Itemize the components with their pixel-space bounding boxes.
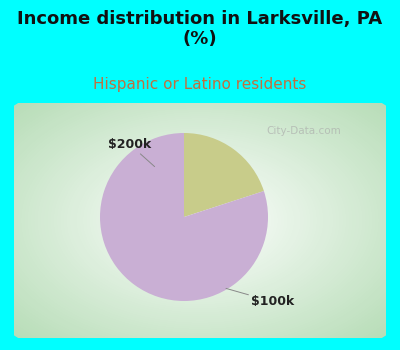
- Ellipse shape: [63, 134, 337, 307]
- Ellipse shape: [24, 110, 376, 331]
- Ellipse shape: [0, 58, 400, 350]
- Ellipse shape: [158, 194, 242, 247]
- Ellipse shape: [119, 169, 281, 272]
- Ellipse shape: [184, 210, 216, 231]
- Ellipse shape: [112, 165, 288, 276]
- Ellipse shape: [154, 192, 246, 249]
- Ellipse shape: [40, 120, 360, 321]
- Text: $100k: $100k: [226, 288, 294, 308]
- Ellipse shape: [34, 116, 366, 325]
- Ellipse shape: [2, 95, 398, 346]
- Text: City-Data.com: City-Data.com: [267, 126, 342, 136]
- Text: $200k: $200k: [108, 138, 154, 167]
- Wedge shape: [100, 133, 268, 301]
- Ellipse shape: [197, 218, 203, 223]
- Ellipse shape: [0, 81, 400, 350]
- Ellipse shape: [8, 99, 392, 342]
- Ellipse shape: [96, 155, 304, 286]
- Ellipse shape: [0, 73, 400, 350]
- Ellipse shape: [18, 106, 382, 335]
- Ellipse shape: [0, 66, 400, 350]
- Ellipse shape: [164, 198, 236, 243]
- Ellipse shape: [28, 112, 372, 329]
- Ellipse shape: [109, 163, 291, 278]
- Wedge shape: [184, 133, 264, 217]
- Ellipse shape: [122, 171, 278, 270]
- Ellipse shape: [66, 136, 334, 304]
- Ellipse shape: [0, 79, 400, 350]
- Ellipse shape: [0, 93, 400, 348]
- Ellipse shape: [0, 85, 400, 350]
- Ellipse shape: [0, 71, 400, 350]
- Ellipse shape: [0, 89, 400, 350]
- Text: Income distribution in Larksville, PA
(%): Income distribution in Larksville, PA (%…: [18, 9, 382, 48]
- Ellipse shape: [60, 132, 340, 309]
- Ellipse shape: [0, 64, 400, 350]
- Ellipse shape: [194, 216, 206, 225]
- Ellipse shape: [5, 97, 395, 344]
- Ellipse shape: [161, 196, 239, 245]
- Ellipse shape: [89, 151, 311, 290]
- Ellipse shape: [135, 180, 265, 261]
- Ellipse shape: [0, 61, 400, 350]
- Ellipse shape: [0, 56, 400, 350]
- Ellipse shape: [57, 130, 343, 311]
- Ellipse shape: [76, 142, 324, 299]
- Ellipse shape: [0, 91, 400, 350]
- Ellipse shape: [145, 186, 255, 256]
- Ellipse shape: [0, 83, 400, 350]
- Ellipse shape: [47, 124, 353, 317]
- Ellipse shape: [14, 104, 386, 337]
- Ellipse shape: [11, 102, 389, 340]
- Ellipse shape: [148, 188, 252, 253]
- Ellipse shape: [115, 167, 285, 274]
- Ellipse shape: [50, 126, 350, 315]
- Ellipse shape: [138, 182, 262, 259]
- Ellipse shape: [102, 159, 298, 282]
- Ellipse shape: [73, 140, 327, 301]
- Ellipse shape: [132, 177, 268, 264]
- Ellipse shape: [142, 183, 258, 258]
- Ellipse shape: [187, 212, 213, 229]
- Ellipse shape: [174, 204, 226, 237]
- Ellipse shape: [44, 122, 356, 319]
- Ellipse shape: [128, 175, 272, 266]
- Ellipse shape: [0, 63, 400, 350]
- Text: Hispanic or Latino residents: Hispanic or Latino residents: [93, 77, 307, 92]
- Ellipse shape: [92, 153, 308, 288]
- Ellipse shape: [177, 206, 223, 235]
- Ellipse shape: [125, 173, 275, 268]
- Ellipse shape: [0, 77, 400, 350]
- Ellipse shape: [0, 75, 400, 350]
- Ellipse shape: [83, 147, 317, 294]
- Ellipse shape: [151, 190, 249, 251]
- Ellipse shape: [190, 214, 210, 227]
- Ellipse shape: [168, 200, 232, 241]
- Ellipse shape: [80, 145, 320, 296]
- Ellipse shape: [31, 114, 369, 327]
- Ellipse shape: [21, 108, 379, 333]
- Ellipse shape: [37, 118, 363, 323]
- Ellipse shape: [86, 149, 314, 292]
- Ellipse shape: [180, 208, 220, 233]
- Ellipse shape: [54, 128, 346, 313]
- Ellipse shape: [0, 69, 400, 350]
- Ellipse shape: [171, 202, 229, 239]
- Ellipse shape: [0, 87, 400, 350]
- Ellipse shape: [70, 138, 330, 302]
- Ellipse shape: [99, 157, 301, 284]
- Ellipse shape: [106, 161, 294, 280]
